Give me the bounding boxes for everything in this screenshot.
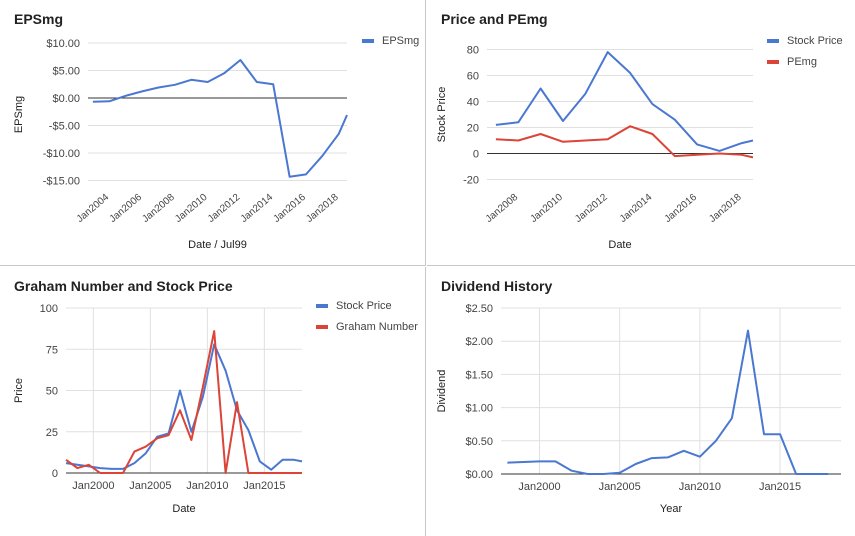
chart-title: EPSmg <box>14 11 64 27</box>
x-tick-label: Jan2010 <box>528 192 565 225</box>
chart-title: Price and PEmg <box>441 11 548 27</box>
y-tick-label: -20 <box>463 175 479 187</box>
x-tick-label: Jan2008 <box>484 192 521 225</box>
y-tick-label: 0 <box>52 468 58 480</box>
x-tick-label: Jan2018 <box>304 192 341 225</box>
x-tick-label: Jan2012 <box>573 192 610 225</box>
legend-label: EPSmg <box>382 35 419 47</box>
y-tick-label: 75 <box>46 344 58 356</box>
y-tick-label: 50 <box>46 386 58 398</box>
legend-swatch <box>316 325 328 329</box>
x-tick-label: Jan2010 <box>679 481 721 493</box>
x-tick-label: Jan2004 <box>75 192 112 225</box>
x-tick-label: Jan2006 <box>108 192 145 225</box>
series-line-pemg <box>495 125 754 159</box>
y-tick-label: 100 <box>40 303 58 315</box>
x-tick-label: Jan2005 <box>129 480 171 492</box>
graham-chart-svg: 100 75 50 25 0 Jan2000 Jan2005 Jan2010 Jan2015 Pr… <box>13 300 418 515</box>
y-axis-title: EPSmg <box>13 96 25 133</box>
x-tick-label: Jan2010 <box>173 192 210 225</box>
dividend-chart-panel: Dividend History $2.50 $2.00 $1.50 $1.00 $0.… <box>427 267 855 536</box>
y-tick-label: $2.50 <box>465 303 493 315</box>
dividend-chart-svg: $2.50 $2.00 $1.50 $1.00 $0.50 $0.00 Jan2000 Jan… <box>436 303 841 515</box>
series-line-stock-price <box>495 51 754 152</box>
x-tick-label: Jan2005 <box>599 481 641 493</box>
y-tick-label: 40 <box>467 97 479 109</box>
x-tick-label: Jan2008 <box>140 192 177 225</box>
y-tick-label: 20 <box>467 123 479 135</box>
eps-chart-svg: $10.00 $5.00 $0.00 -$5.00 -$10.00 -$15.00 Jan2… <box>13 35 419 251</box>
legend-swatch <box>362 39 374 43</box>
series-line-stock-price <box>65 343 303 471</box>
y-tick-label: $1.00 <box>465 403 493 415</box>
x-axis-title: Year <box>660 503 683 515</box>
legend-label: Stock Price <box>787 35 843 47</box>
series-line-epsmg <box>92 59 348 178</box>
y-tick-label: 25 <box>46 427 58 439</box>
y-tick-label: $10.00 <box>46 38 80 50</box>
legend-swatch <box>316 304 328 308</box>
y-tick-label: $0.50 <box>465 436 493 448</box>
y-tick-label: -$10.00 <box>43 148 80 160</box>
chart-title: Dividend History <box>441 278 553 294</box>
x-tick-label: Jan2000 <box>72 480 114 492</box>
x-tick-label: Jan2018 <box>707 192 744 225</box>
y-tick-label: 80 <box>467 45 479 57</box>
y-tick-label: -$5.00 <box>49 121 80 133</box>
legend-swatch <box>767 60 779 64</box>
price-pe-chart-svg: 80 60 40 20 0 -20 Jan2008 Jan2010 Jan2012 Jan2014… <box>436 35 843 251</box>
graham-chart-panel: Graham Number and Stock Price 100 75 50 25 0… <box>0 267 426 536</box>
y-tick-label: 0 <box>473 149 479 161</box>
y-tick-label: -$15.00 <box>43 176 80 188</box>
x-tick-label: Jan2016 <box>271 192 308 225</box>
legend-label: PEmg <box>787 56 817 68</box>
x-tick-label: Jan2010 <box>186 480 228 492</box>
y-axis-title: Stock Price <box>436 87 448 143</box>
y-tick-label: 60 <box>467 71 479 83</box>
price-pe-chart-panel: Price and PEmg 80 60 40 20 0 -20 Jan2008 Jan201… <box>427 0 855 266</box>
x-axis-title: Date / Jul99 <box>188 239 247 251</box>
series-line-dividend <box>507 329 829 475</box>
x-tick-label: Jan2014 <box>618 192 655 225</box>
y-tick-label: $5.00 <box>52 66 80 78</box>
y-tick-label: $1.50 <box>465 369 493 381</box>
series-line-graham-number <box>65 330 302 474</box>
x-tick-label: Jan2016 <box>663 192 700 225</box>
y-axis-title: Dividend <box>436 370 448 413</box>
x-tick-label: Jan2000 <box>518 481 560 493</box>
x-tick-label: Jan2015 <box>243 480 285 492</box>
legend-label: Graham Number <box>336 321 418 333</box>
legend-label: Stock Price <box>336 300 392 312</box>
legend-swatch <box>767 39 779 43</box>
y-tick-label: $2.00 <box>465 336 493 348</box>
chart-title: Graham Number and Stock Price <box>14 278 233 294</box>
y-tick-label: $0.00 <box>52 93 80 105</box>
eps-chart-panel: EPSmg $10.00 $5.00 $0.00 -$5.00 -$10.00 -$15.… <box>0 0 426 266</box>
y-axis-title: Price <box>13 378 25 403</box>
x-axis-title: Date <box>172 503 195 515</box>
y-tick-label: $0.00 <box>465 469 493 481</box>
x-tick-label: Jan2015 <box>759 481 801 493</box>
x-tick-label: Jan2012 <box>206 192 243 225</box>
x-axis-title: Date <box>608 239 631 251</box>
x-tick-label: Jan2014 <box>239 192 276 225</box>
